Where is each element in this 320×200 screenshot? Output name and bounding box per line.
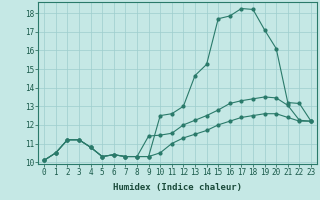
X-axis label: Humidex (Indice chaleur): Humidex (Indice chaleur) [113, 183, 242, 192]
